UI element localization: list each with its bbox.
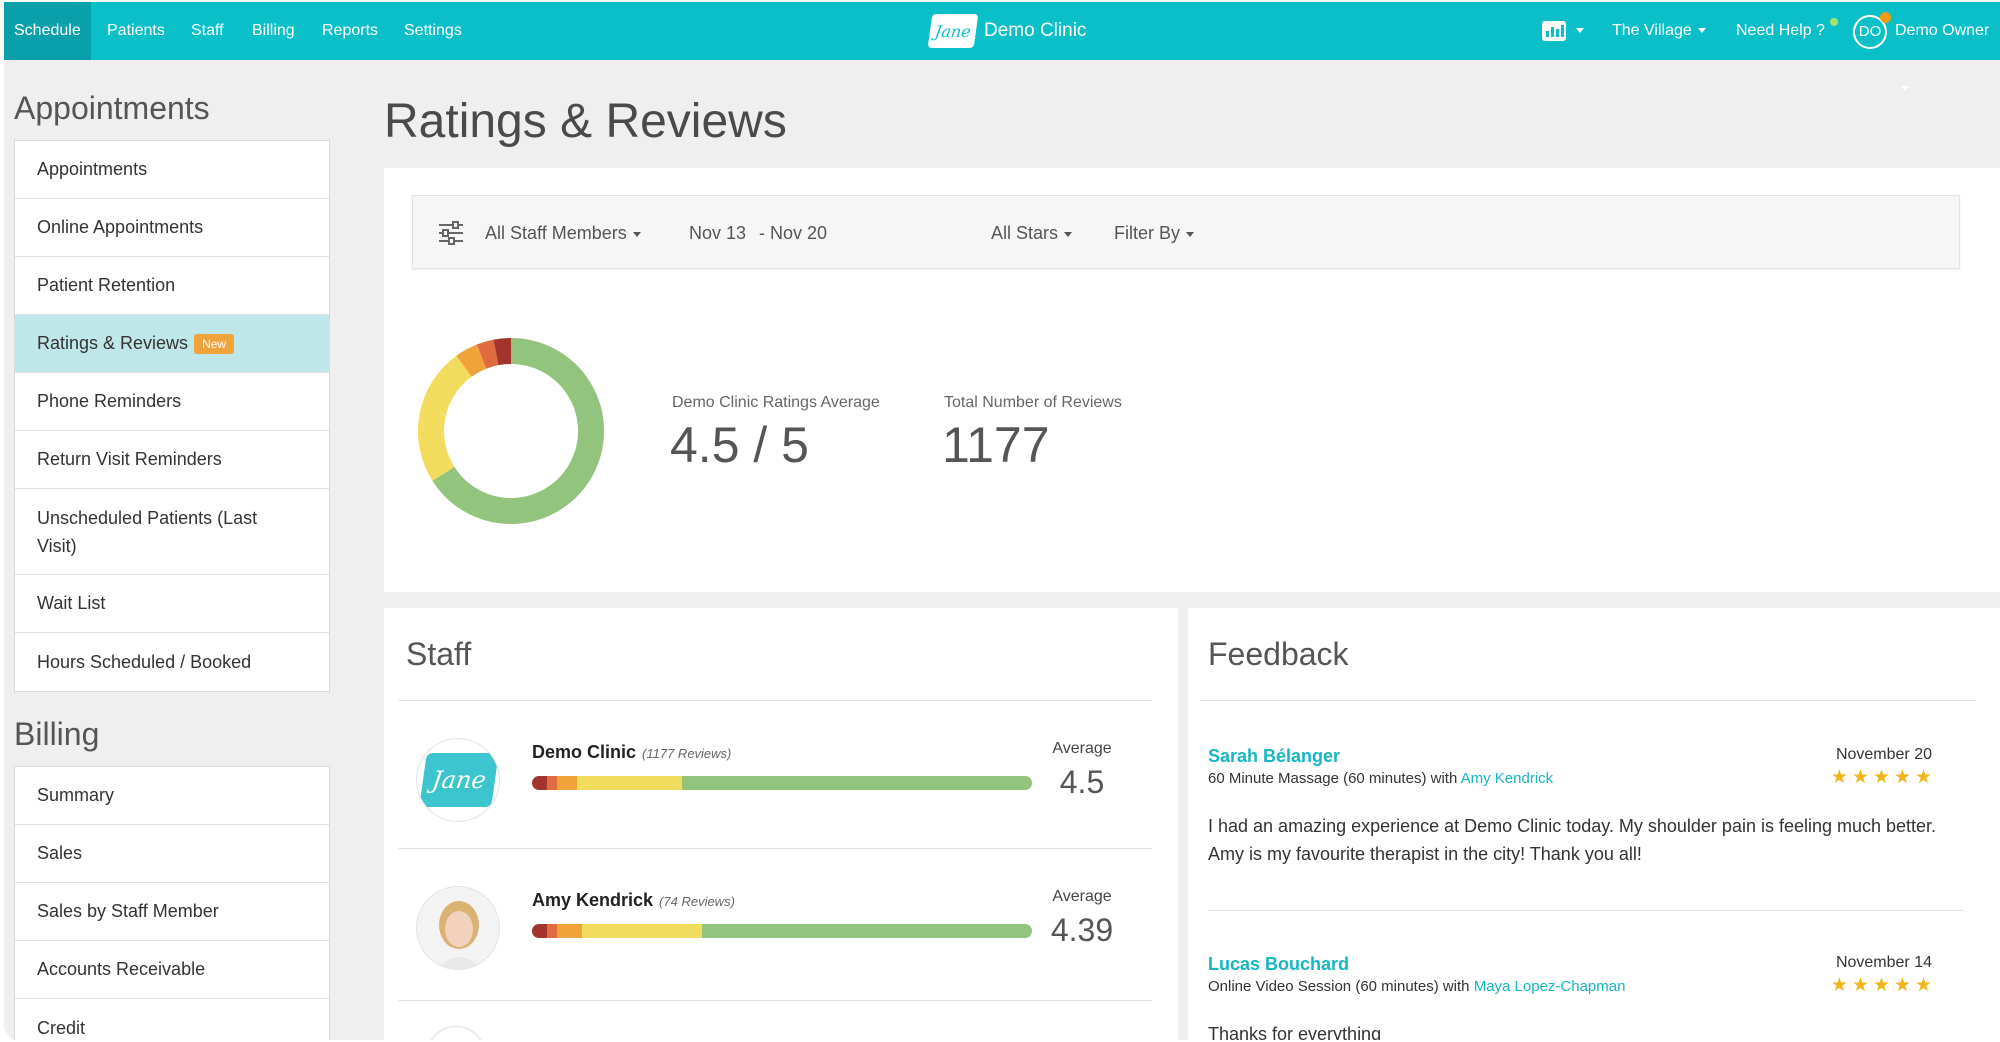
staff-link[interactable]: Amy Kendrick — [1460, 770, 1554, 787]
total-reviews-value: 1177 — [942, 417, 1050, 473]
clinic-name: Demo Clinic — [984, 20, 1087, 41]
notification-dot-icon — [1880, 12, 1891, 23]
new-badge: New — [194, 333, 235, 354]
donut-slice-1-star — [493, 338, 512, 366]
average-label: Average — [1052, 888, 1112, 905]
donut-slice-3-star — [456, 344, 487, 378]
star-rating: ★★★★★ — [1830, 975, 1936, 996]
bar-segment-5-star — [682, 776, 1032, 790]
help-status-dot-icon — [1830, 18, 1838, 26]
sidebar-item-label: Ratings & Reviews — [37, 333, 189, 353]
sidebar-item-hours-scheduled[interactable]: Hours Scheduled / Booked — [37, 651, 252, 672]
sidebar-item-phone-reminders[interactable]: Phone Reminders — [15, 373, 329, 431]
nav-tab-settings[interactable]: Settings — [404, 22, 462, 39]
staff-panel: Staff Jane Demo Clinic (1177 Reviews) Ave… — [384, 608, 1178, 1042]
feedback-entry: Lucas Bouchard Online Video Session (60 … — [1208, 954, 1954, 1042]
feedback-entry: Sarah Bélanger 60 Minute Massage (60 min… — [1208, 746, 1954, 896]
filter-by-dropdown[interactable]: Filter By — [1114, 196, 1194, 270]
staff-panel-title: Staff — [406, 636, 472, 672]
bar-segment-2-star — [547, 924, 557, 938]
ratings-average-label: Demo Clinic Ratings Average — [672, 394, 880, 411]
analytics-dropdown-chevron-icon[interactable] — [1570, 2, 1582, 60]
average-label: Average — [1052, 740, 1112, 757]
nav-tab-billing[interactable]: Billing — [252, 22, 295, 39]
review-date: November 14 — [1835, 954, 1932, 971]
clinic-brand[interactable]: Jane Demo Clinic — [927, 12, 1087, 50]
filter-bar: All Staff Members Nov 13 - Nov 20 All St… — [412, 195, 1960, 269]
service-description: 60 Minute Massage (60 minutes) with Amy … — [1208, 770, 1554, 787]
bar-segment-4-star — [577, 776, 682, 790]
user-avatar[interactable]: DO — [1853, 15, 1887, 49]
review-text: I had an amazing experience at Demo Clin… — [1208, 816, 1937, 864]
appointments-report-list: Appointments Online Appointments Patient… — [14, 140, 330, 692]
staff-row[interactable]: Jane Demo Clinic (1177 Reviews) Average 4… — [398, 702, 1152, 848]
person-avatar-icon — [416, 886, 500, 970]
appointments-section-title: Appointments — [14, 90, 210, 126]
review-date: November 20 — [1835, 746, 1932, 763]
sidebar-item-summary[interactable]: Summary — [15, 767, 329, 825]
rating-distribution-bar — [532, 924, 1032, 938]
sidebar-item-return-visit-reminders[interactable]: Return Visit Reminders — [15, 431, 329, 489]
reviewer-name-link[interactable]: Lucas Bouchard — [1208, 954, 1350, 974]
stars-filter[interactable]: All Stars — [991, 196, 1072, 270]
sidebar-item-ratings-reviews[interactable]: Ratings & Reviews New — [15, 315, 329, 373]
ratings-donut-chart — [418, 338, 604, 524]
filter-sliders-icon[interactable] — [437, 220, 465, 246]
review-text: Thanks for everything — [1208, 1024, 1382, 1042]
nav-tab-reports[interactable]: Reports — [322, 22, 379, 39]
date-start-input[interactable]: Nov 13 — [689, 223, 747, 243]
nav-tab-patients[interactable]: Patients — [107, 22, 165, 39]
reviewer-name-link[interactable]: Sarah Bélanger — [1208, 746, 1341, 766]
app-window: Schedule Patients Staff Billing Reports … — [4, 2, 2000, 1042]
donut-slice-2-star — [476, 339, 499, 369]
staff-member-filter[interactable]: All Staff Members — [485, 196, 641, 270]
date-end-input[interactable]: - Nov 20 — [759, 223, 828, 243]
bar-segment-3-star — [557, 776, 577, 790]
sidebar-item-sales[interactable]: Sales — [15, 825, 329, 883]
bar-segment-2-star — [547, 776, 557, 790]
bar-segment-1-star — [532, 776, 547, 790]
donut-slice-4-star — [418, 355, 472, 481]
jane-logo-avatar-icon: Jane — [416, 738, 500, 822]
bar-segment-5-star — [702, 924, 1032, 938]
village-menu[interactable]: The Village — [1612, 2, 1706, 60]
staff-link[interactable]: Maya Lopez-Chapman — [1473, 978, 1626, 995]
feedback-panel-title: Feedback — [1208, 636, 1349, 672]
sidebar-item-online-appointments[interactable]: Online Appointments — [15, 199, 329, 257]
staff-row[interactable]: Amy Kendrick (74 Reviews) Average 4.39 — [398, 850, 1152, 996]
analytics-chart-icon[interactable] — [1542, 21, 1566, 41]
star-rating: ★★★★★ — [1830, 767, 1936, 788]
sidebar-item-unscheduled-patients[interactable]: Unscheduled Patients (Last Visit) — [15, 489, 329, 575]
bar-segment-3-star — [557, 924, 582, 938]
billing-section-title: Billing — [14, 716, 100, 752]
billing-report-list: Summary Sales Sales by Staff Member Acco… — [14, 766, 330, 1042]
average-value: 4.5 — [1059, 764, 1105, 800]
top-navigation-bar: Schedule Patients Staff Billing Reports … — [4, 2, 2000, 60]
review-count: (74 Reviews) — [659, 894, 735, 909]
nav-tab-staff[interactable]: Staff — [191, 22, 224, 39]
nav-tab-schedule[interactable]: Schedule — [4, 2, 91, 60]
sidebar-item-credit[interactable]: Credit — [37, 1017, 86, 1038]
sidebar-item-patient-retention[interactable]: Patient Retention — [15, 257, 329, 315]
bar-segment-1-star — [532, 924, 547, 938]
staff-name: Amy Kendrick (74 Reviews) — [532, 890, 735, 910]
jane-logo-icon: Jane — [927, 14, 979, 48]
staff-name: Demo Clinic (1177 Reviews) — [532, 742, 732, 762]
ratings-average-value: 4.5 / 5 — [670, 417, 809, 473]
service-description: Online Video Session (60 minutes) with M… — [1208, 978, 1626, 995]
donut-slice-5-star — [432, 338, 604, 524]
bar-segment-4-star — [582, 924, 702, 938]
review-count: (1177 Reviews) — [642, 746, 732, 761]
sidebar-item-accounts-receivable[interactable]: Accounts Receivable — [15, 941, 329, 999]
sidebar-item-sales-by-staff[interactable]: Sales by Staff Member — [15, 883, 329, 941]
sidebar-item-wait-list[interactable]: Wait List — [15, 575, 329, 633]
average-value: 4.39 — [1050, 912, 1114, 948]
rating-distribution-bar — [532, 776, 1032, 790]
total-reviews-label: Total Number of Reviews — [944, 394, 1122, 411]
user-menu[interactable]: Demo Owner — [1895, 2, 2000, 60]
feedback-panel: Feedback Sarah Bélanger 60 Minute Massag… — [1188, 608, 2000, 1042]
need-help-link[interactable]: Need Help ? — [1736, 22, 1825, 39]
sidebar-item-appointments[interactable]: Appointments — [15, 141, 329, 199]
page-title: Ratings & Reviews — [384, 95, 787, 148]
